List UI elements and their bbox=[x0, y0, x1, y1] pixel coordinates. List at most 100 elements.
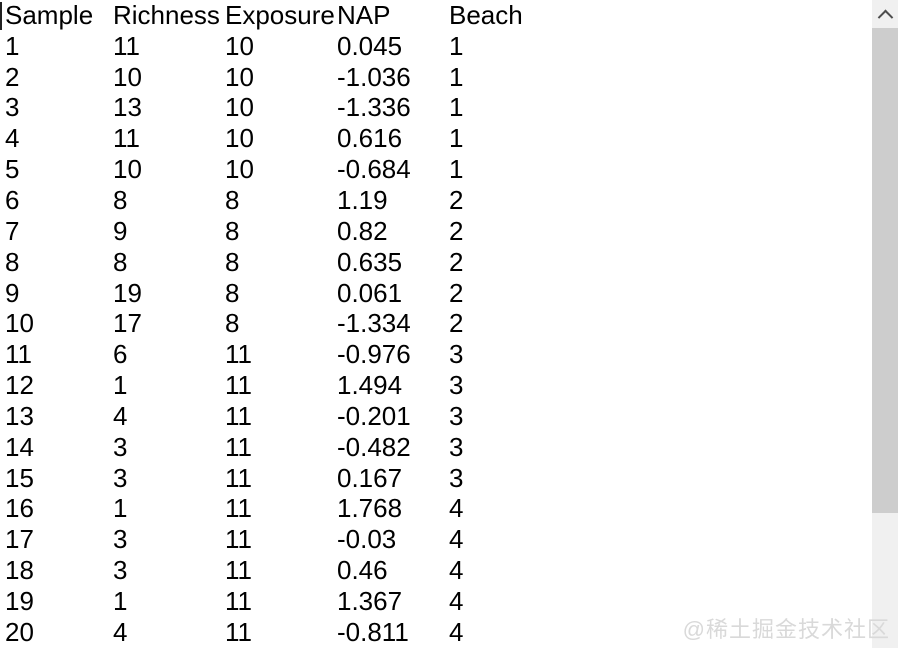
cell-beach: 3 bbox=[449, 400, 464, 431]
cell-nap: -0.811 bbox=[337, 616, 409, 647]
cell-exposure: 11 bbox=[225, 493, 252, 524]
cell-exposure: 11 bbox=[225, 400, 252, 431]
cell-richness: 4 bbox=[113, 400, 128, 431]
cell-exposure: 11 bbox=[225, 524, 252, 555]
cell-sample: 18 bbox=[5, 555, 34, 586]
cell-sample: 5 bbox=[5, 154, 20, 185]
cell-nap: -0.482 bbox=[337, 431, 411, 462]
cell-exposure: 10 bbox=[225, 30, 254, 61]
cell-sample: 12 bbox=[5, 370, 34, 401]
cell-richness: 4 bbox=[113, 616, 128, 647]
cell-beach: 4 bbox=[449, 555, 464, 586]
cell-nap: 1.367 bbox=[337, 585, 403, 616]
cell-exposure: 8 bbox=[225, 277, 240, 308]
cell-sample: 6 bbox=[5, 184, 20, 215]
cell-exposure: 10 bbox=[225, 123, 254, 154]
cell-beach: 1 bbox=[449, 154, 464, 185]
table-row: 13 4 11 -0.201 3 bbox=[0, 401, 872, 432]
column-header-richness: Richness bbox=[113, 0, 220, 30]
scrollbar-thumb[interactable] bbox=[872, 28, 898, 513]
cell-richness: 9 bbox=[113, 215, 128, 246]
column-header-sample: Sample bbox=[5, 0, 94, 30]
cell-beach: 3 bbox=[449, 431, 464, 462]
cell-nap: -1.336 bbox=[337, 92, 411, 123]
cell-exposure: 10 bbox=[225, 61, 254, 92]
cell-richness: 3 bbox=[113, 555, 128, 586]
table-row: 6 8 8 1.19 2 bbox=[0, 185, 872, 216]
table-view: Sample Richness Exposure NAP Beach 1 11 10 0.04… bbox=[0, 0, 872, 648]
column-header-exposure: Exposure bbox=[225, 0, 335, 30]
cell-nap: -0.976 bbox=[337, 339, 411, 370]
cell-richness: 6 bbox=[113, 339, 128, 370]
cell-richness: 10 bbox=[113, 61, 142, 92]
cell-beach: 4 bbox=[449, 585, 464, 616]
cell-richness: 19 bbox=[113, 277, 142, 308]
cell-sample: 14 bbox=[5, 431, 34, 462]
cell-nap: -1.036 bbox=[337, 61, 411, 92]
cell-richness: 13 bbox=[113, 92, 142, 123]
cell-sample: 7 bbox=[5, 215, 20, 246]
cell-richness: 3 bbox=[113, 431, 128, 462]
cell-richness: 10 bbox=[113, 154, 142, 185]
cell-richness: 17 bbox=[113, 308, 142, 339]
cell-nap: 0.061 bbox=[337, 277, 403, 308]
cell-beach: 1 bbox=[449, 92, 464, 123]
cell-exposure: 11 bbox=[225, 370, 252, 401]
cell-exposure: 11 bbox=[225, 616, 252, 647]
cell-beach: 3 bbox=[449, 462, 464, 493]
table-row: 10 17 8 -1.334 2 bbox=[0, 308, 872, 339]
cell-sample: 17 bbox=[5, 524, 34, 555]
cell-sample: 2 bbox=[5, 61, 20, 92]
cell-richness: 11 bbox=[113, 30, 140, 61]
column-header-nap: NAP bbox=[337, 0, 391, 30]
cell-sample: 15 bbox=[5, 462, 34, 493]
cell-nap: -1.334 bbox=[337, 308, 411, 339]
cell-beach: 1 bbox=[449, 30, 464, 61]
column-header-beach: Beach bbox=[449, 0, 523, 30]
table-row: 15 3 11 0.167 3 bbox=[0, 463, 872, 494]
cell-sample: 13 bbox=[5, 400, 34, 431]
scroll-up-button[interactable] bbox=[872, 0, 898, 28]
cell-richness: 8 bbox=[113, 246, 128, 277]
cell-beach: 4 bbox=[449, 616, 464, 647]
cell-beach: 2 bbox=[449, 215, 464, 246]
cell-sample: 11 bbox=[5, 339, 32, 370]
vertical-scrollbar[interactable] bbox=[872, 0, 898, 648]
cell-richness: 1 bbox=[113, 370, 128, 401]
cell-sample: 16 bbox=[5, 493, 34, 524]
cell-richness: 3 bbox=[113, 462, 128, 493]
cell-exposure: 8 bbox=[225, 308, 240, 339]
table-row: 3 13 10 -1.336 1 bbox=[0, 92, 872, 124]
table-row: 12 1 11 1.494 3 bbox=[0, 370, 872, 401]
cell-richness: 3 bbox=[113, 524, 128, 555]
cell-nap: 0.045 bbox=[337, 30, 403, 61]
cell-exposure: 10 bbox=[225, 92, 254, 123]
cell-nap: 0.82 bbox=[337, 215, 388, 246]
cell-sample: 8 bbox=[5, 246, 20, 277]
table-row: 18 3 11 0.46 4 bbox=[0, 555, 872, 586]
cell-sample: 10 bbox=[5, 308, 34, 339]
cell-beach: 2 bbox=[449, 184, 464, 215]
cell-beach: 2 bbox=[449, 277, 464, 308]
cell-sample: 19 bbox=[5, 585, 34, 616]
cell-exposure: 11 bbox=[225, 555, 252, 586]
table-row: 2 10 10 -1.036 1 bbox=[0, 62, 872, 93]
cell-exposure: 8 bbox=[225, 246, 240, 277]
cell-exposure: 11 bbox=[225, 431, 252, 462]
cell-exposure: 11 bbox=[225, 585, 252, 616]
cell-nap: 1.494 bbox=[337, 370, 403, 401]
cell-exposure: 11 bbox=[225, 339, 252, 370]
table-row: 5 10 10 -0.684 1 bbox=[0, 154, 872, 185]
cell-nap: -0.03 bbox=[337, 524, 397, 555]
table-row: 1 11 10 0.045 1 bbox=[0, 31, 872, 62]
cell-nap: -0.201 bbox=[337, 400, 411, 431]
chevron-up-icon bbox=[877, 9, 893, 25]
table-body: 1 11 10 0.045 1 2 10 10 -1.036 1 3 13 10 -1.336 1 4 11 10… bbox=[0, 31, 872, 648]
cell-beach: 1 bbox=[449, 123, 464, 154]
cell-beach: 3 bbox=[449, 339, 464, 370]
cell-sample: 9 bbox=[5, 277, 20, 308]
cell-nap: -0.684 bbox=[337, 154, 411, 185]
table-row: 9 19 8 0.061 2 bbox=[0, 278, 872, 309]
cell-nap: 0.635 bbox=[337, 246, 403, 277]
cell-sample: 4 bbox=[5, 123, 20, 154]
